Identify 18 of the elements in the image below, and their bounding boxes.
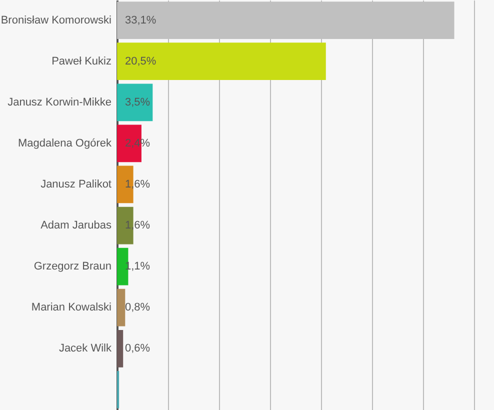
data-label: 0,8% xyxy=(125,302,150,314)
y-tick-label: Paweł Kukiz xyxy=(52,55,112,68)
bar xyxy=(117,288,126,326)
data-label: 0,6% xyxy=(125,342,150,355)
y-tick-label: Janusz Korwin-Mikke xyxy=(8,96,112,108)
y-tick-label: Magdalena Ogórek xyxy=(18,137,112,150)
data-label: 20,5% xyxy=(125,55,156,68)
y-tick-label: Adam Jarubas xyxy=(40,220,112,232)
y-tick-label: Bronisław Komorowski xyxy=(0,14,112,26)
y-tick-label: Jacek Wilk xyxy=(58,342,112,355)
y-tick-label: Grzegorz Braun xyxy=(34,260,112,273)
bar xyxy=(117,330,124,368)
bar xyxy=(117,42,326,80)
y-tick-label: Janusz Palikot xyxy=(40,178,112,190)
y-tick-label: Marian Kowalski xyxy=(31,302,112,314)
data-label: 33,1% xyxy=(125,14,156,26)
data-label: 3,5% xyxy=(125,96,150,108)
bar xyxy=(117,84,153,122)
